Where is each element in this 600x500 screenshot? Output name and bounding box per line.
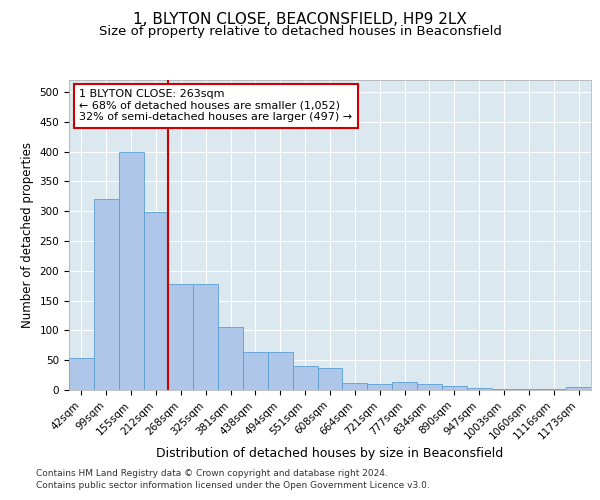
Bar: [442, 386, 467, 390]
Text: Contains HM Land Registry data © Crown copyright and database right 2024.: Contains HM Land Registry data © Crown c…: [36, 468, 388, 477]
Bar: [566, 387, 591, 390]
Bar: [317, 368, 343, 390]
Bar: [467, 388, 491, 390]
Text: Contains public sector information licensed under the Open Government Licence v3: Contains public sector information licen…: [36, 481, 430, 490]
Bar: [343, 383, 367, 390]
Text: Size of property relative to detached houses in Beaconsfield: Size of property relative to detached ho…: [98, 25, 502, 38]
Text: 1 BLYTON CLOSE: 263sqm
← 68% of detached houses are smaller (1,052)
32% of semi-: 1 BLYTON CLOSE: 263sqm ← 68% of detached…: [79, 90, 353, 122]
Text: 1, BLYTON CLOSE, BEACONSFIELD, HP9 2LX: 1, BLYTON CLOSE, BEACONSFIELD, HP9 2LX: [133, 12, 467, 28]
Bar: [94, 199, 119, 390]
Bar: [392, 382, 417, 390]
Bar: [69, 358, 94, 390]
Bar: [143, 212, 169, 390]
Y-axis label: Number of detached properties: Number of detached properties: [21, 142, 34, 328]
Bar: [293, 366, 317, 390]
X-axis label: Distribution of detached houses by size in Beaconsfield: Distribution of detached houses by size …: [157, 447, 503, 460]
Bar: [491, 389, 517, 390]
Bar: [268, 352, 293, 390]
Bar: [367, 384, 392, 390]
Bar: [193, 284, 218, 390]
Bar: [417, 384, 442, 390]
Bar: [119, 152, 143, 390]
Bar: [243, 352, 268, 390]
Bar: [169, 284, 193, 390]
Bar: [218, 328, 243, 390]
